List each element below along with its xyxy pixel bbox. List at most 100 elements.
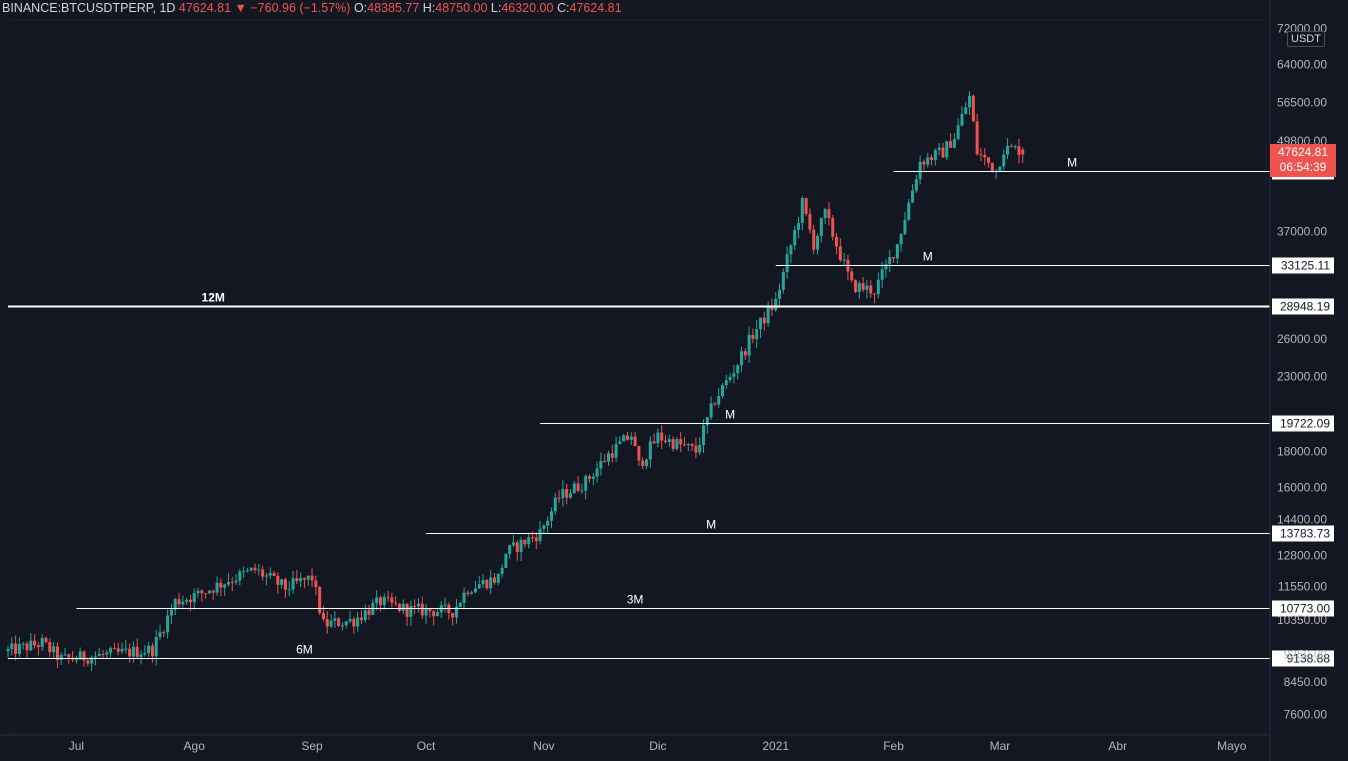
levels-layer: M45162.64M33125.1112M28948.19M19722.09M1… (8, 156, 1334, 667)
price-tick-label: 16000.00 (1277, 480, 1327, 494)
candle-body (671, 439, 675, 449)
candle-body (458, 602, 462, 607)
time-axis[interactable]: Jul Ago Sep Oct Nov Dic 2021 Feb Mar Abr Mayo (0, 734, 1270, 753)
candle-body (409, 605, 413, 617)
last-price: 47624.81 (178, 1, 232, 15)
candle-body (169, 609, 173, 616)
candle-body (542, 525, 546, 529)
candle-body (352, 618, 356, 627)
candle-body (299, 578, 303, 582)
candle-body (166, 615, 170, 633)
candle-body (82, 651, 86, 661)
candle-body (732, 373, 736, 377)
candle-body (903, 219, 907, 235)
candle-body (40, 638, 44, 648)
candle-body (74, 659, 78, 661)
symbol-label[interactable]: BINANCE:BTCUSDTPERP, 1D (2, 1, 176, 15)
level-label: M (706, 518, 716, 532)
candle-body (310, 575, 314, 581)
candle-body (33, 640, 37, 646)
candle-body (793, 229, 797, 246)
candle-body (382, 596, 386, 606)
candle-body (181, 601, 185, 605)
candle-body (124, 648, 128, 650)
candle-body (337, 618, 341, 627)
price-axis[interactable]: 72000.0064000.0056500.0049800.0037000.00… (1269, 0, 1327, 761)
candle-body (29, 640, 33, 651)
candle-body (835, 236, 839, 247)
candle-body (766, 307, 770, 324)
candle-body (432, 611, 436, 617)
candle-body (340, 625, 344, 627)
candle-body (599, 460, 603, 469)
candle-body (1009, 145, 1013, 147)
candle-body (686, 444, 690, 446)
candle-body (587, 476, 591, 479)
candle-body (1017, 146, 1021, 155)
candle-body (519, 539, 523, 553)
candle-body (933, 150, 937, 161)
candle-body (964, 107, 968, 115)
level-price-label: 28948.19 (1280, 300, 1330, 314)
candle-body (645, 459, 649, 466)
candle-body (416, 603, 420, 607)
candle-body (261, 569, 265, 577)
candle-body (922, 161, 926, 165)
candle-body (314, 580, 318, 588)
price-tick-label: 23000.00 (1277, 370, 1327, 384)
candle-body (105, 652, 109, 655)
price-tick-label: 11550.00 (1278, 580, 1327, 594)
candle-body (983, 154, 987, 158)
last-candle-body (1021, 149, 1025, 155)
level-price-box (1272, 525, 1334, 542)
level-price-box (1272, 415, 1334, 432)
candle-body (215, 582, 219, 593)
high-label: H: (422, 1, 436, 15)
time-tick-label: Ago (184, 739, 206, 753)
candle-body (930, 157, 934, 161)
candle-body (135, 646, 139, 657)
candle-body (116, 648, 120, 652)
candle-body (264, 575, 268, 577)
candle-body (55, 646, 59, 660)
candle-body (204, 593, 208, 595)
candle-body (359, 617, 363, 621)
candle-body (523, 539, 527, 545)
level-price-label: 10773.00 (1280, 602, 1330, 616)
candle-body (454, 606, 458, 618)
close-value: 47624.81 (569, 1, 622, 15)
candle-body (481, 579, 485, 585)
candle-body (800, 198, 804, 223)
candle-body (565, 489, 569, 498)
candle-body (648, 441, 652, 460)
candle-body (10, 643, 14, 650)
candle-body (971, 95, 975, 122)
time-tick-label: Jul (69, 739, 84, 753)
candle-body (462, 592, 466, 603)
currency-label[interactable]: USDT (1287, 31, 1325, 47)
candle-body (356, 617, 360, 627)
candle-body (496, 573, 500, 583)
candle-body (48, 641, 52, 653)
time-tick-label: Feb (883, 739, 904, 753)
candle-body (283, 579, 287, 590)
low-label: L: (490, 1, 502, 15)
candle-body (918, 161, 922, 180)
candle-body (899, 234, 903, 245)
candle-body (276, 575, 280, 585)
candle-body (876, 279, 880, 295)
candle-body (641, 460, 645, 466)
candle-body (781, 271, 785, 290)
level-label: M (923, 250, 933, 264)
candle-body (755, 329, 759, 339)
candle-body (561, 489, 565, 498)
candle-body (511, 542, 515, 546)
candle-body (736, 365, 740, 374)
candle-body (188, 599, 192, 603)
level-price-box (1272, 650, 1334, 667)
candle-body (249, 567, 253, 571)
candle-body (390, 597, 394, 603)
candle-body (93, 656, 97, 658)
last-price-tag: 47624.81 06:54:39 (1270, 144, 1336, 178)
